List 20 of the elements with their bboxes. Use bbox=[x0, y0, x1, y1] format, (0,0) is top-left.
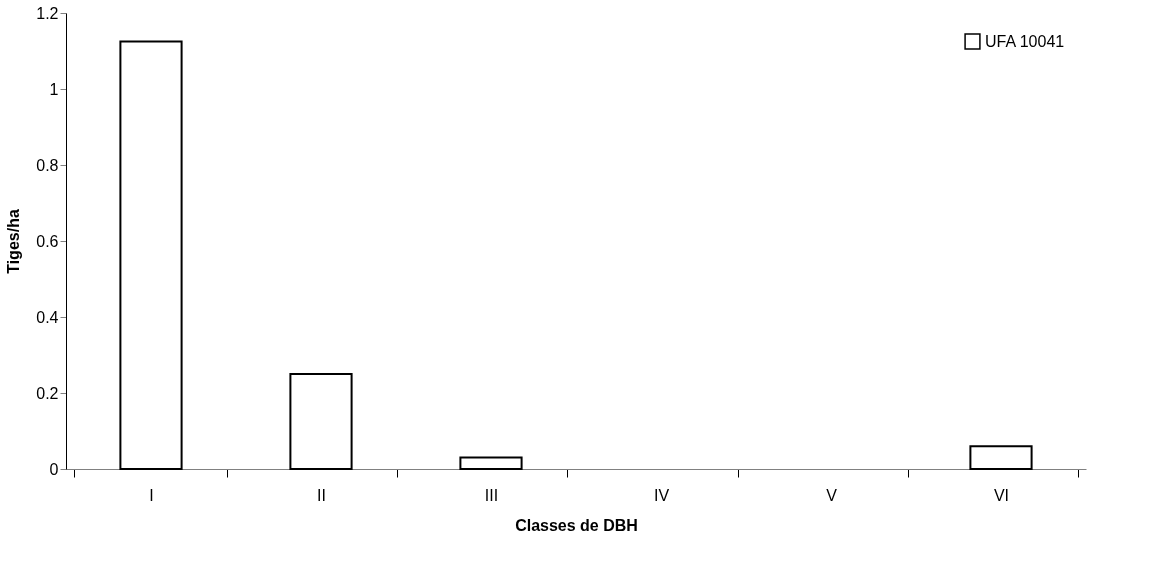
y-tick-label: 0.6 bbox=[36, 232, 59, 250]
bar bbox=[969, 445, 1033, 470]
y-tick-label: 0 bbox=[49, 460, 59, 478]
x-tick-label: VI bbox=[993, 486, 1010, 504]
y-tick-label: 0.4 bbox=[36, 308, 59, 326]
bar bbox=[119, 40, 183, 470]
bar bbox=[289, 373, 353, 470]
x-tick-label: I bbox=[149, 486, 154, 504]
y-tick-label: 0.8 bbox=[36, 156, 59, 174]
legend-label: UFA 10041 bbox=[985, 32, 1065, 50]
y-axis-title: Tiges/ha bbox=[5, 209, 23, 274]
bar bbox=[459, 456, 523, 470]
y-tick-label: 0.2 bbox=[36, 384, 59, 402]
x-tick-label: III bbox=[484, 486, 499, 504]
y-tick-label: 1.2 bbox=[36, 4, 59, 22]
x-tick-label: IV bbox=[653, 486, 670, 504]
y-tick-label: 1 bbox=[49, 80, 59, 98]
x-tick-label: V bbox=[826, 486, 838, 504]
x-tick-label: II bbox=[317, 486, 326, 504]
x-axis-title: Classes de DBH bbox=[515, 516, 638, 534]
